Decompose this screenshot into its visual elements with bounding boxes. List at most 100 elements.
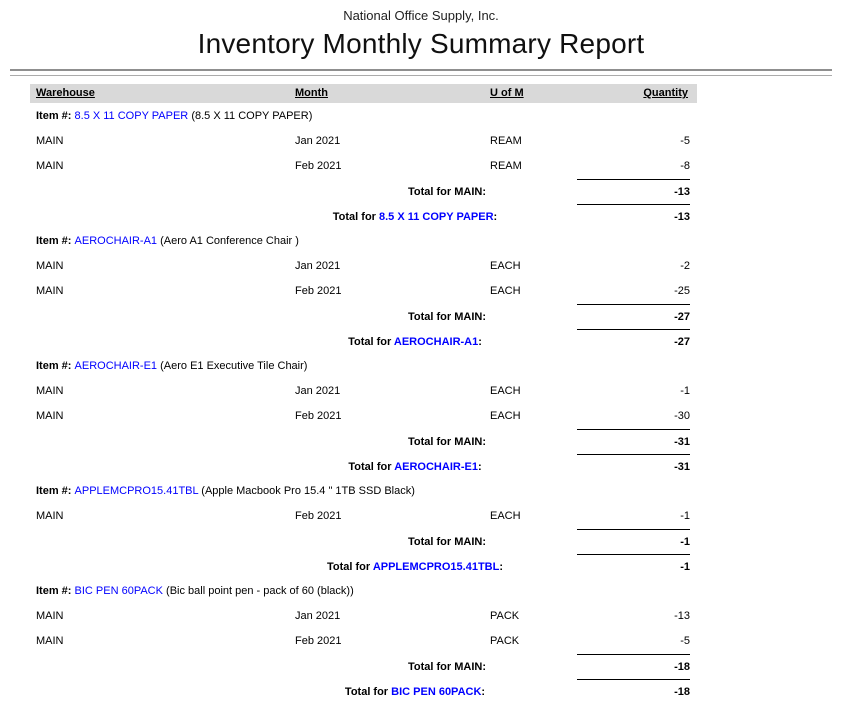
cell-month: Feb 2021	[295, 410, 342, 422]
cell-warehouse: MAIN	[36, 285, 64, 297]
item-total-prefix: Total for	[344, 686, 392, 698]
cell-uom: PACK	[490, 635, 520, 647]
column-header-quantity: Quantity	[643, 87, 688, 99]
column-header-warehouse: Warehouse	[36, 87, 95, 99]
cell-quantity: -13	[674, 610, 690, 622]
table-row: MAIN Feb 2021 PACK -5	[0, 628, 842, 653]
item-total-prefix: Total for	[326, 561, 373, 573]
cell-quantity: -5	[680, 635, 690, 647]
item-total-value: -31	[674, 461, 690, 473]
item-header: Item #: 8.5 X 11 COPY PAPER (8.5 X 11 CO…	[0, 103, 842, 128]
cell-month: Feb 2021	[295, 285, 342, 297]
total-rule	[577, 429, 690, 430]
cell-month: Jan 2021	[295, 385, 341, 397]
item-total-colon: :	[493, 211, 498, 223]
report-body: Item #: 8.5 X 11 COPY PAPER (8.5 X 11 CO…	[0, 103, 842, 703]
warehouse-total-row: Total for MAIN: -18	[0, 653, 842, 678]
item-code-link[interactable]: AEROCHAIR-A1	[74, 235, 158, 247]
item-number-prefix: Item #:	[36, 110, 75, 122]
total-rule	[577, 529, 690, 530]
warehouse-total-label: Total for MAIN:	[407, 536, 486, 548]
header-divider	[10, 69, 832, 76]
table-row: MAIN Feb 2021 EACH -25	[0, 278, 842, 303]
cell-warehouse: MAIN	[36, 385, 64, 397]
cell-warehouse: MAIN	[36, 610, 64, 622]
item-code-link[interactable]: BIC PEN 60PACK	[74, 585, 163, 597]
cell-warehouse: MAIN	[36, 160, 64, 172]
warehouse-total-value: -27	[674, 311, 690, 323]
cell-month: Jan 2021	[295, 135, 341, 147]
table-row: MAIN Jan 2021 REAM -5	[0, 128, 842, 153]
item-description: (Aero E1 Executive Tile Chair)	[160, 360, 308, 372]
company-name: National Office Supply, Inc.	[343, 8, 499, 23]
cell-uom: REAM	[490, 160, 522, 172]
cell-uom: EACH	[490, 385, 521, 397]
item-section: Item #: 8.5 X 11 COPY PAPER (8.5 X 11 CO…	[0, 103, 842, 228]
table-row: MAIN Jan 2021 PACK -13	[0, 603, 842, 628]
item-number-prefix: Item #:	[36, 485, 75, 497]
cell-uom: REAM	[490, 135, 522, 147]
cell-quantity: -8	[680, 160, 690, 172]
item-number-prefix: Item #:	[36, 235, 75, 247]
cell-uom: EACH	[490, 285, 521, 297]
item-total-label: Total for BIC PEN 60PACK:	[345, 686, 485, 698]
item-total-value: -27	[674, 336, 690, 348]
total-rule	[577, 654, 690, 655]
total-rule	[577, 304, 690, 305]
item-description: (Bic ball point pen - pack of 60 (black)…	[166, 585, 354, 597]
item-header: Item #: APPLEMCPRO15.41TBL (Apple Macboo…	[0, 478, 842, 503]
item-total-code-link[interactable]: AEROCHAIR-A1	[393, 336, 479, 348]
item-section: Item #: AEROCHAIR-E1 (Aero E1 Executive …	[0, 353, 842, 478]
cell-quantity: -1	[680, 510, 690, 522]
item-header: Item #: AEROCHAIR-E1 (Aero E1 Executive …	[0, 353, 842, 378]
warehouse-total-value: -18	[674, 661, 690, 673]
item-total-value: -13	[674, 211, 690, 223]
cell-month: Feb 2021	[295, 635, 342, 647]
cell-quantity: -2	[680, 260, 690, 272]
cell-quantity: -1	[680, 385, 690, 397]
item-total-value: -18	[674, 686, 690, 698]
total-rule	[577, 179, 690, 180]
item-total-prefix: Total for	[348, 461, 395, 473]
item-total-code-link[interactable]: AEROCHAIR-E1	[394, 461, 478, 473]
item-total-colon: :	[477, 461, 482, 473]
item-total-code-link[interactable]: APPLEMCPRO15.41TBL	[372, 561, 500, 573]
item-header: Item #: BIC PEN 60PACK (Bic ball point p…	[0, 578, 842, 603]
item-total-code-link[interactable]: BIC PEN 60PACK	[391, 686, 482, 698]
item-total-row: Total for AEROCHAIR-A1: -27	[0, 328, 842, 353]
cell-warehouse: MAIN	[36, 135, 64, 147]
cell-month: Jan 2021	[295, 610, 341, 622]
item-total-colon: :	[478, 336, 482, 348]
cell-uom: EACH	[490, 510, 521, 522]
item-total-label: Total for AEROCHAIR-E1:	[348, 461, 481, 473]
item-description: (Apple Macbook Pro 15.4 " 1TB SSD Black)	[201, 485, 415, 497]
total-rule	[577, 329, 690, 330]
item-code-link[interactable]: APPLEMCPRO15.41TBL	[74, 485, 199, 497]
item-section: Item #: BIC PEN 60PACK (Bic ball point p…	[0, 578, 842, 703]
cell-month: Feb 2021	[295, 510, 342, 522]
item-total-colon: :	[499, 561, 504, 573]
warehouse-total-row: Total for MAIN: -13	[0, 178, 842, 203]
item-code-link[interactable]: AEROCHAIR-E1	[74, 360, 158, 372]
cell-warehouse: MAIN	[36, 410, 64, 422]
item-total-value: -1	[680, 561, 690, 573]
warehouse-total-label: Total for MAIN:	[407, 661, 486, 673]
total-rule	[577, 679, 690, 680]
cell-warehouse: MAIN	[36, 510, 64, 522]
cell-uom: PACK	[490, 610, 520, 622]
cell-quantity: -5	[680, 135, 690, 147]
warehouse-total-row: Total for MAIN: -31	[0, 428, 842, 453]
item-code-link[interactable]: 8.5 X 11 COPY PAPER	[74, 110, 189, 122]
item-total-row: Total for 8.5 X 11 COPY PAPER: -13	[0, 203, 842, 228]
item-total-code-link[interactable]: 8.5 X 11 COPY PAPER	[379, 211, 494, 223]
item-description: (8.5 X 11 COPY PAPER)	[191, 110, 313, 122]
warehouse-total-value: -1	[680, 536, 690, 548]
table-row: MAIN Feb 2021 EACH -30	[0, 403, 842, 428]
warehouse-total-row: Total for MAIN: -27	[0, 303, 842, 328]
item-section: Item #: AEROCHAIR-A1 (Aero A1 Conference…	[0, 228, 842, 353]
item-number-prefix: Item #:	[36, 585, 75, 597]
page-title: Inventory Monthly Summary Report	[197, 28, 645, 59]
cell-uom: EACH	[490, 410, 521, 422]
item-section: Item #: APPLEMCPRO15.41TBL (Apple Macboo…	[0, 478, 842, 578]
